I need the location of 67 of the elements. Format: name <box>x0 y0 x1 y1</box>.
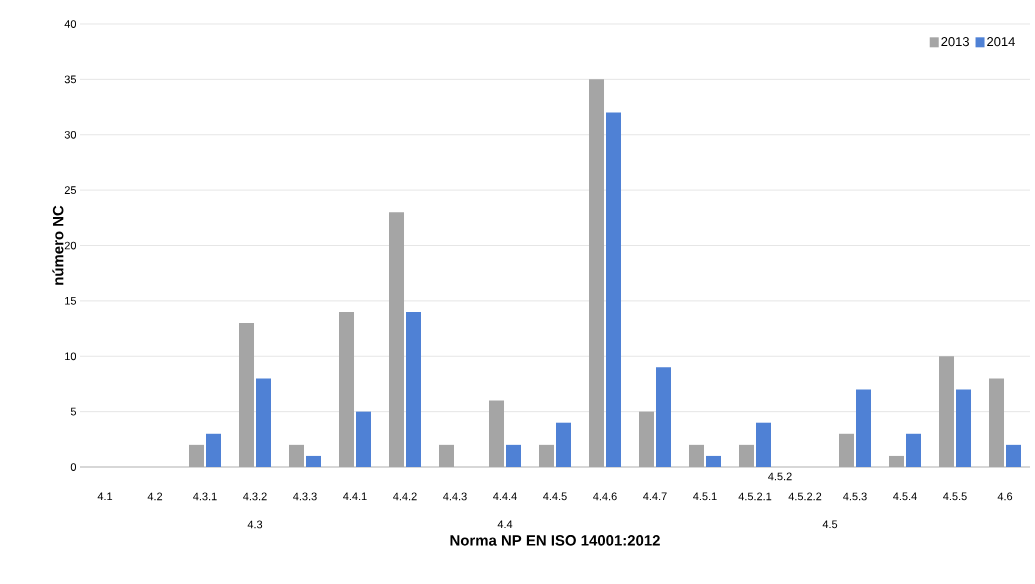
legend-label: 2013 <box>941 37 969 47</box>
x-tick-label: 4.4.7 <box>643 492 667 501</box>
text: 4.5.2 <box>768 472 792 481</box>
y-tick-label: 10 <box>65 352 77 361</box>
bar <box>289 444 305 467</box>
bar <box>556 422 571 467</box>
x-tick-label: 4.3.3 <box>293 492 317 501</box>
bar <box>906 433 922 467</box>
x-axis-title: Norma NP EN ISO 14001:2012 <box>450 535 660 546</box>
y-tick-label: 40 <box>64 20 77 28</box>
legend-label: 2014 <box>987 37 1015 47</box>
x-tick-label: 4.5.2.2 <box>788 492 822 501</box>
x-tick-label: 4.4.5 <box>543 492 567 501</box>
bar <box>856 389 871 467</box>
bar <box>656 367 671 467</box>
bar <box>339 311 355 467</box>
text: 4.3 <box>247 520 263 529</box>
x-tick-label: 4.4.3 <box>443 492 467 501</box>
text: 4.4 <box>497 520 513 529</box>
x-tick-label: 4.4.2 <box>393 492 417 501</box>
bar <box>839 433 855 467</box>
bar <box>989 378 1005 467</box>
bar <box>706 455 721 467</box>
x-tick-label: 4.3.2 <box>243 492 267 501</box>
bar <box>439 444 455 467</box>
bar <box>356 411 371 467</box>
y-tick-label: 25 <box>64 186 77 194</box>
x-tick-label: 4.4.4 <box>493 492 517 501</box>
x-tick-label: 4.5.4 <box>893 492 917 501</box>
x-tick-label: 4.5.1 <box>693 492 717 501</box>
bar <box>639 411 655 467</box>
bar <box>889 455 905 467</box>
bar <box>956 389 972 467</box>
bar <box>489 400 505 467</box>
bar <box>256 378 271 467</box>
bar <box>239 323 255 467</box>
y-tick-label: 35 <box>64 75 77 84</box>
x-tick-label: 4.4.6 <box>593 492 617 501</box>
bar <box>689 444 705 467</box>
bar <box>506 444 521 467</box>
y-tick-label: 30 <box>64 130 77 139</box>
bar <box>306 455 321 467</box>
x-tick-label: 4.4.1 <box>343 492 367 501</box>
x-tick-label: 4.3.1 <box>193 492 217 501</box>
y-tick-label: 15 <box>65 297 77 305</box>
bar <box>539 444 555 467</box>
x-tick-label: 4.6 <box>997 492 1013 501</box>
x-tick-label: 4.5.2.1 <box>738 492 772 501</box>
y-tick-label: 20 <box>64 241 77 250</box>
y-tick-label: 0 <box>70 463 77 471</box>
bar <box>739 444 755 467</box>
bar <box>1006 444 1022 467</box>
bar <box>389 212 405 467</box>
bar <box>606 112 621 467</box>
y-tick-label: 5 <box>70 407 77 416</box>
bar <box>406 311 421 467</box>
bar <box>589 79 605 467</box>
bar <box>939 356 955 467</box>
bar <box>189 444 205 467</box>
x-tick-label: 4.2 <box>147 492 163 501</box>
x-tick-label: 4.1 <box>97 492 113 501</box>
bar <box>206 433 221 467</box>
bar <box>756 422 771 467</box>
y-axis-title: número NC <box>52 205 64 285</box>
x-tick-label: 4.5.3 <box>843 492 867 501</box>
text: 4.5 <box>822 520 838 529</box>
x-tick-label: 4.5.5 <box>943 492 967 501</box>
